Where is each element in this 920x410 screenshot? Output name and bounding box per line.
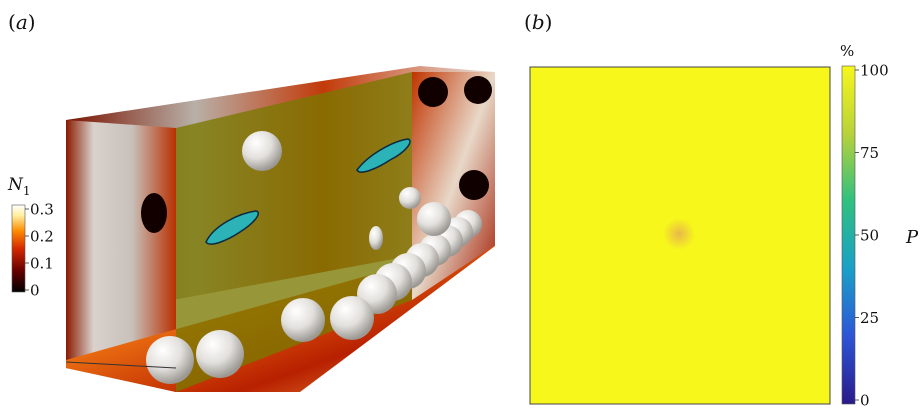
colorbar-p-tick-label: 25 (860, 309, 879, 327)
sphere (281, 298, 325, 342)
panel-b-label-close: ) (544, 10, 553, 34)
panel-a-label-close: ) (27, 10, 36, 34)
colorbar-p-ticks: 100 75 50 25 0 (855, 61, 889, 409)
panel-b-label-open: ( (524, 10, 532, 34)
slice-blob (356, 138, 411, 173)
colorbar-n1-tick-label: 0 (30, 281, 40, 299)
panel-b-label: (b) (524, 10, 552, 34)
colorbar-p-variable: P (905, 227, 919, 248)
left-wall (66, 120, 176, 392)
sphere (146, 336, 194, 384)
colorbar-n1-title: N1 (7, 175, 31, 198)
colorbar-n1-tick-label: 0.1 (30, 254, 54, 272)
sphere (196, 330, 244, 378)
left-wall-hole (141, 193, 167, 233)
colorbar-p-bar (841, 65, 856, 405)
sphere (417, 202, 451, 236)
right-wall-hole (418, 77, 448, 107)
panel-b-label-letter: b (531, 10, 545, 34)
colorbar-n1-tick-label: 0.3 (30, 200, 54, 218)
colorbar-n1: N1 0.3 0.2 0.1 0 (7, 175, 54, 299)
sphere (369, 226, 383, 250)
sphere (242, 131, 282, 171)
slice-blob (205, 210, 260, 245)
panel-a-label-letter: a (15, 10, 28, 34)
sphere (399, 187, 421, 209)
colorbar-p-unit: % (840, 42, 854, 60)
colorbar-n1-tick-label: 0.2 (30, 227, 54, 245)
colorbar-n1-bar (11, 204, 26, 293)
colorbar-n1-title-var: N (7, 175, 24, 195)
p-field-spot (663, 218, 695, 250)
colorbar-n1-ticks: 0.3 0.2 0.1 0 (25, 200, 54, 299)
colorbar-p-tick-label: 75 (860, 144, 879, 162)
colorbar-p: % 100 75 50 25 0 P (840, 42, 919, 409)
sphere (330, 296, 374, 340)
panel-a-label-open: ( (8, 10, 16, 34)
right-wall-hole (459, 170, 489, 200)
panel-b-plot (529, 66, 831, 405)
panel-a-label: (a) (8, 10, 36, 34)
colorbar-p-tick-label: 0 (860, 391, 870, 409)
sphere-row (146, 131, 482, 384)
colorbar-p-tick-label: 50 (860, 226, 879, 244)
colorbar-p-tick-label: 100 (860, 61, 889, 79)
colorbar-n1-title-sub: 1 (23, 184, 31, 198)
right-wall-hole (464, 76, 492, 104)
floor-edge (65, 361, 177, 369)
scene-3d (65, 66, 495, 392)
